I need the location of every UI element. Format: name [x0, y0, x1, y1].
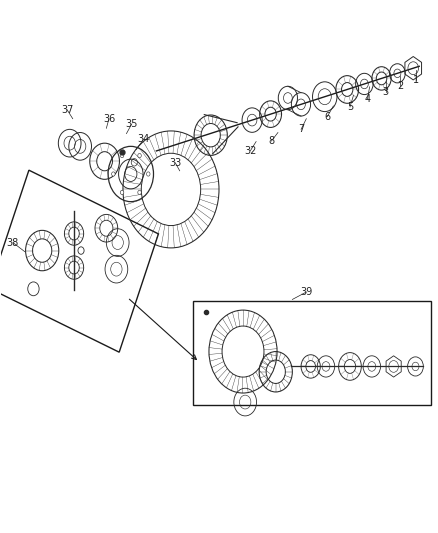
Polygon shape	[0, 170, 159, 352]
Text: 32: 32	[244, 146, 257, 156]
Circle shape	[138, 190, 141, 195]
Text: 36: 36	[103, 114, 115, 124]
Text: 37: 37	[61, 104, 73, 115]
Circle shape	[138, 154, 141, 158]
Text: 39: 39	[300, 287, 312, 297]
Bar	[193, 301, 431, 405]
Circle shape	[112, 172, 115, 176]
Text: 38: 38	[7, 238, 19, 247]
Text: 7: 7	[298, 124, 304, 134]
Text: 3: 3	[383, 87, 389, 97]
Text: 33: 33	[169, 158, 181, 168]
Text: 6: 6	[324, 111, 330, 122]
Circle shape	[120, 190, 124, 195]
Circle shape	[120, 154, 124, 158]
Text: 1: 1	[413, 76, 420, 85]
Text: 34: 34	[138, 134, 150, 144]
Circle shape	[147, 172, 150, 176]
Text: 8: 8	[268, 136, 275, 146]
Text: 2: 2	[397, 81, 403, 91]
Text: 5: 5	[347, 102, 353, 112]
Text: 4: 4	[364, 94, 371, 104]
Text: 35: 35	[126, 119, 138, 129]
